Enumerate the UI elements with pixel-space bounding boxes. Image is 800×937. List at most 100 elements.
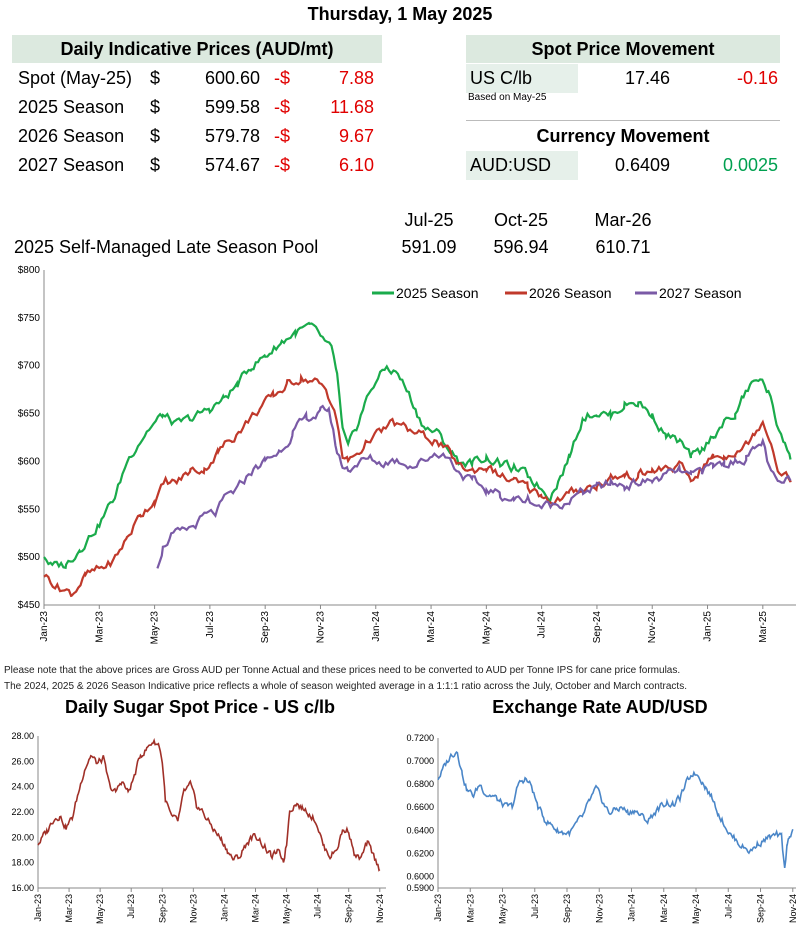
x-tick-label: Jul-23 [205,611,216,639]
price-row-currency: $ [150,155,161,175]
pool-header-2: Oct-25 [493,210,549,230]
y-tick-label: $700 [18,361,41,372]
x-tick-label: Jan-24 [627,894,637,922]
spot-movement-label: US C/lb [466,64,578,93]
x-tick-label: Sep-24 [592,611,603,644]
price-row-change: 6.10 [338,155,374,175]
x-tick-label: Jul-24 [313,894,323,919]
price-row-change-sign: -$ [274,68,291,88]
x-tick-label: Sep-23 [562,894,572,923]
x-tick-label: Jan-25 [703,611,714,642]
y-tick-label: $800 [18,265,41,276]
y-tick-label: 20.00 [11,832,34,842]
series-line [43,321,792,570]
currency-movement-label: AUD:USD [466,151,578,180]
fx-chart-title: Exchange Rate AUD/USD [492,697,708,717]
x-tick-label: Jan-24 [371,611,382,642]
x-tick-label: Jan-23 [39,611,50,642]
daily-prices-title: Daily Indicative Prices (AUD/mt) [12,35,382,63]
x-tick-label: Mar-23 [64,894,74,923]
note-2: The 2024, 2025 & 2026 Season Indicative … [4,681,687,692]
y-tick-label: 0.6200 [406,848,434,858]
x-tick-label: Mar-25 [758,611,769,643]
price-row-change: 11.68 [330,97,374,117]
price-row: 2027 Season $574.67 -$ 6.10 [12,151,382,180]
price-row-change-sign: -$ [274,155,291,175]
series-line [37,737,381,872]
price-row-label: 2025 Season [18,97,125,117]
price-row-currency: $ [150,97,161,117]
y-tick-label: 0.6000 [406,871,434,881]
legend-label: 2025 Season [396,285,479,301]
x-tick-label: Jan-24 [219,894,229,922]
price-row-value: 574.67 [204,155,260,175]
x-tick-label: Jul-23 [126,894,136,919]
legend-label: 2027 Season [659,285,742,301]
price-row-change-sign: -$ [274,97,291,117]
x-tick-label: Sep-23 [260,611,271,644]
y-tick-label: 0.6800 [406,779,434,789]
x-tick-label: Jul-24 [537,611,548,639]
price-row: 2025 Season $599.58 -$ 11.68 [12,93,382,122]
y-tick-label: $550 [18,504,41,515]
series-line [43,372,792,598]
report-date: Thursday, 1 May 2025 [307,4,493,24]
x-tick-label: Nov-24 [375,894,385,923]
x-tick-label: May-23 [498,894,508,924]
price-row-label: 2027 Season [18,155,125,175]
price-row-label: 2026 Season [18,126,125,146]
currency-movement-change: 0.0025 [722,155,778,175]
price-row-currency: $ [150,68,161,88]
y-tick-label: 0.6600 [406,802,434,812]
x-tick-label: May-23 [150,611,161,645]
y-tick-label: $600 [18,456,41,467]
x-tick-label: Mar-24 [426,611,437,643]
x-tick-label: May-24 [481,611,492,645]
currency-movement-value: 0.6409 [614,155,670,175]
note-1: Please note that the above prices are Gr… [4,665,681,676]
x-tick-label: Nov-24 [647,611,658,644]
pool-value-2: 596.94 [493,237,549,257]
spot-movement-title: Spot Price Movement [466,35,780,63]
price-row-label: Spot (May-25) [18,68,133,88]
price-row: 2026 Season $579.78 -$ 9.67 [12,122,382,151]
y-tick-label: 22.00 [11,807,34,817]
fx-rate-chart: 0.5900 0.6000 0.6200 0.6400 0.6600 0.6800 0.70… [406,733,798,924]
price-row: Spot (May-25) $600.60 -$ 7.88 [12,64,382,93]
y-tick-label: $650 [18,409,41,420]
spot-movement-note: Based on May-25 [468,92,547,103]
y-tick-label: 24.00 [11,782,34,792]
x-tick-label: May-23 [95,894,105,924]
price-row-change: 7.88 [338,68,374,88]
y-tick-label: 0.5900 [406,883,434,893]
x-tick-label: Mar-23 [465,894,475,923]
y-tick-label: 18.00 [11,858,34,868]
price-row-value: 599.58 [204,97,260,117]
x-tick-label: Mar-23 [94,611,105,643]
price-row-currency: $ [150,126,161,146]
x-tick-label: Nov-23 [594,894,604,923]
x-tick-label: Sep-24 [756,894,766,923]
x-tick-label: Jan-23 [33,894,43,922]
x-tick-label: Sep-24 [344,894,354,923]
y-tick-label: $450 [18,600,41,611]
daily-prices-table: Spot (May-25) $600.60 -$ 7.88 2025 Season $59… [12,64,382,180]
y-tick-label: $500 [18,552,41,563]
pool-value-1: 591.09 [401,237,457,257]
y-tick-label: 0.7000 [406,756,434,766]
y-tick-label: $750 [18,313,41,324]
price-row-value: 600.60 [204,68,260,88]
x-tick-label: Jul-24 [723,894,733,919]
x-tick-label: Nov-23 [188,894,198,923]
x-tick-label: Nov-24 [788,894,798,923]
x-tick-label: May-24 [691,894,701,924]
legend-label: 2026 Season [529,285,612,301]
divider [466,120,780,121]
x-tick-label: Mar-24 [251,894,261,923]
sugar-chart-title: Daily Sugar Spot Price - US c/lb [64,697,336,717]
pool-label: 2025 Self-Managed Late Season Pool [14,237,319,257]
x-tick-label: Jul-23 [530,894,540,919]
x-tick-label: Mar-24 [659,894,669,923]
x-tick-label: May-24 [282,894,292,924]
sugar-spot-chart: 16.00 18.00 20.00 22.00 24.00 26.00 28.00 Jan-2… [11,731,386,924]
